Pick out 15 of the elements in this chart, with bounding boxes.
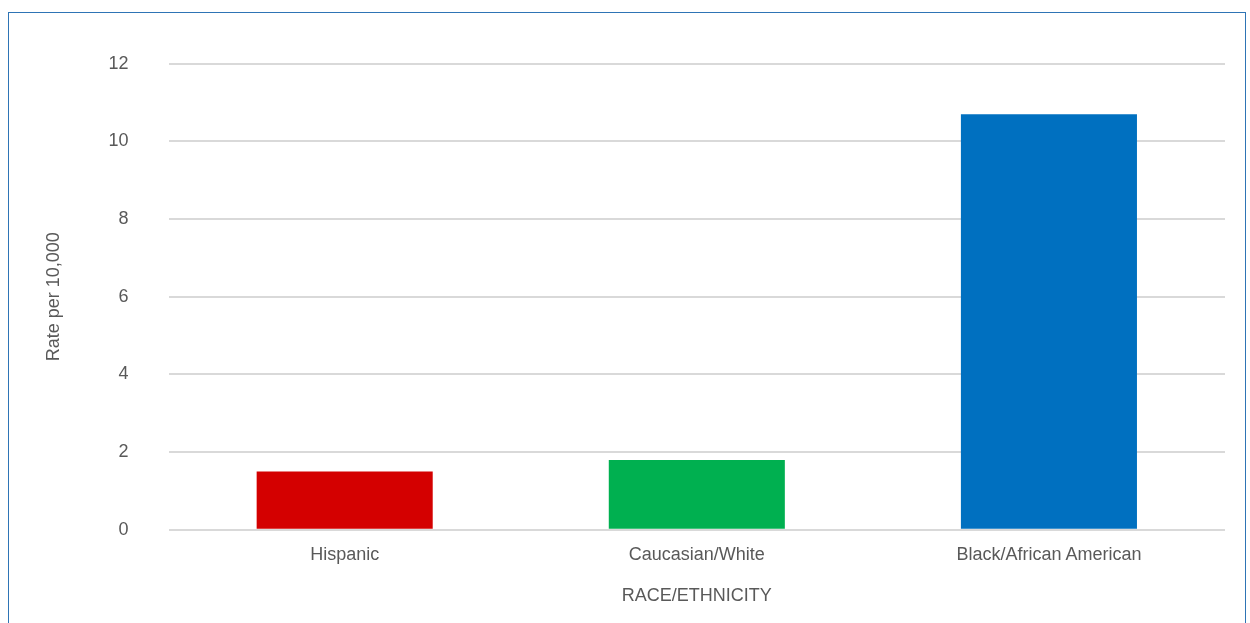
- x-tick-label: Caucasian/White: [628, 543, 765, 564]
- bar: [256, 471, 433, 529]
- x-axis-title: RACE/ETHNICITY: [621, 585, 772, 606]
- y-tick-label: 0: [118, 518, 129, 539]
- y-tick-label: 2: [118, 441, 129, 462]
- bar: [960, 114, 1137, 529]
- y-tick-label: 10: [108, 130, 129, 151]
- bar: [608, 459, 785, 529]
- y-tick-label: 6: [118, 285, 129, 306]
- y-axis-title: Rate per 10,000: [42, 232, 63, 362]
- x-tick-label: Black/African American: [956, 543, 1142, 564]
- x-tick-label: Hispanic: [310, 543, 380, 564]
- y-tick-label: 4: [118, 363, 129, 384]
- y-tick-label: 12: [108, 52, 129, 73]
- y-tick-label: 8: [118, 208, 129, 229]
